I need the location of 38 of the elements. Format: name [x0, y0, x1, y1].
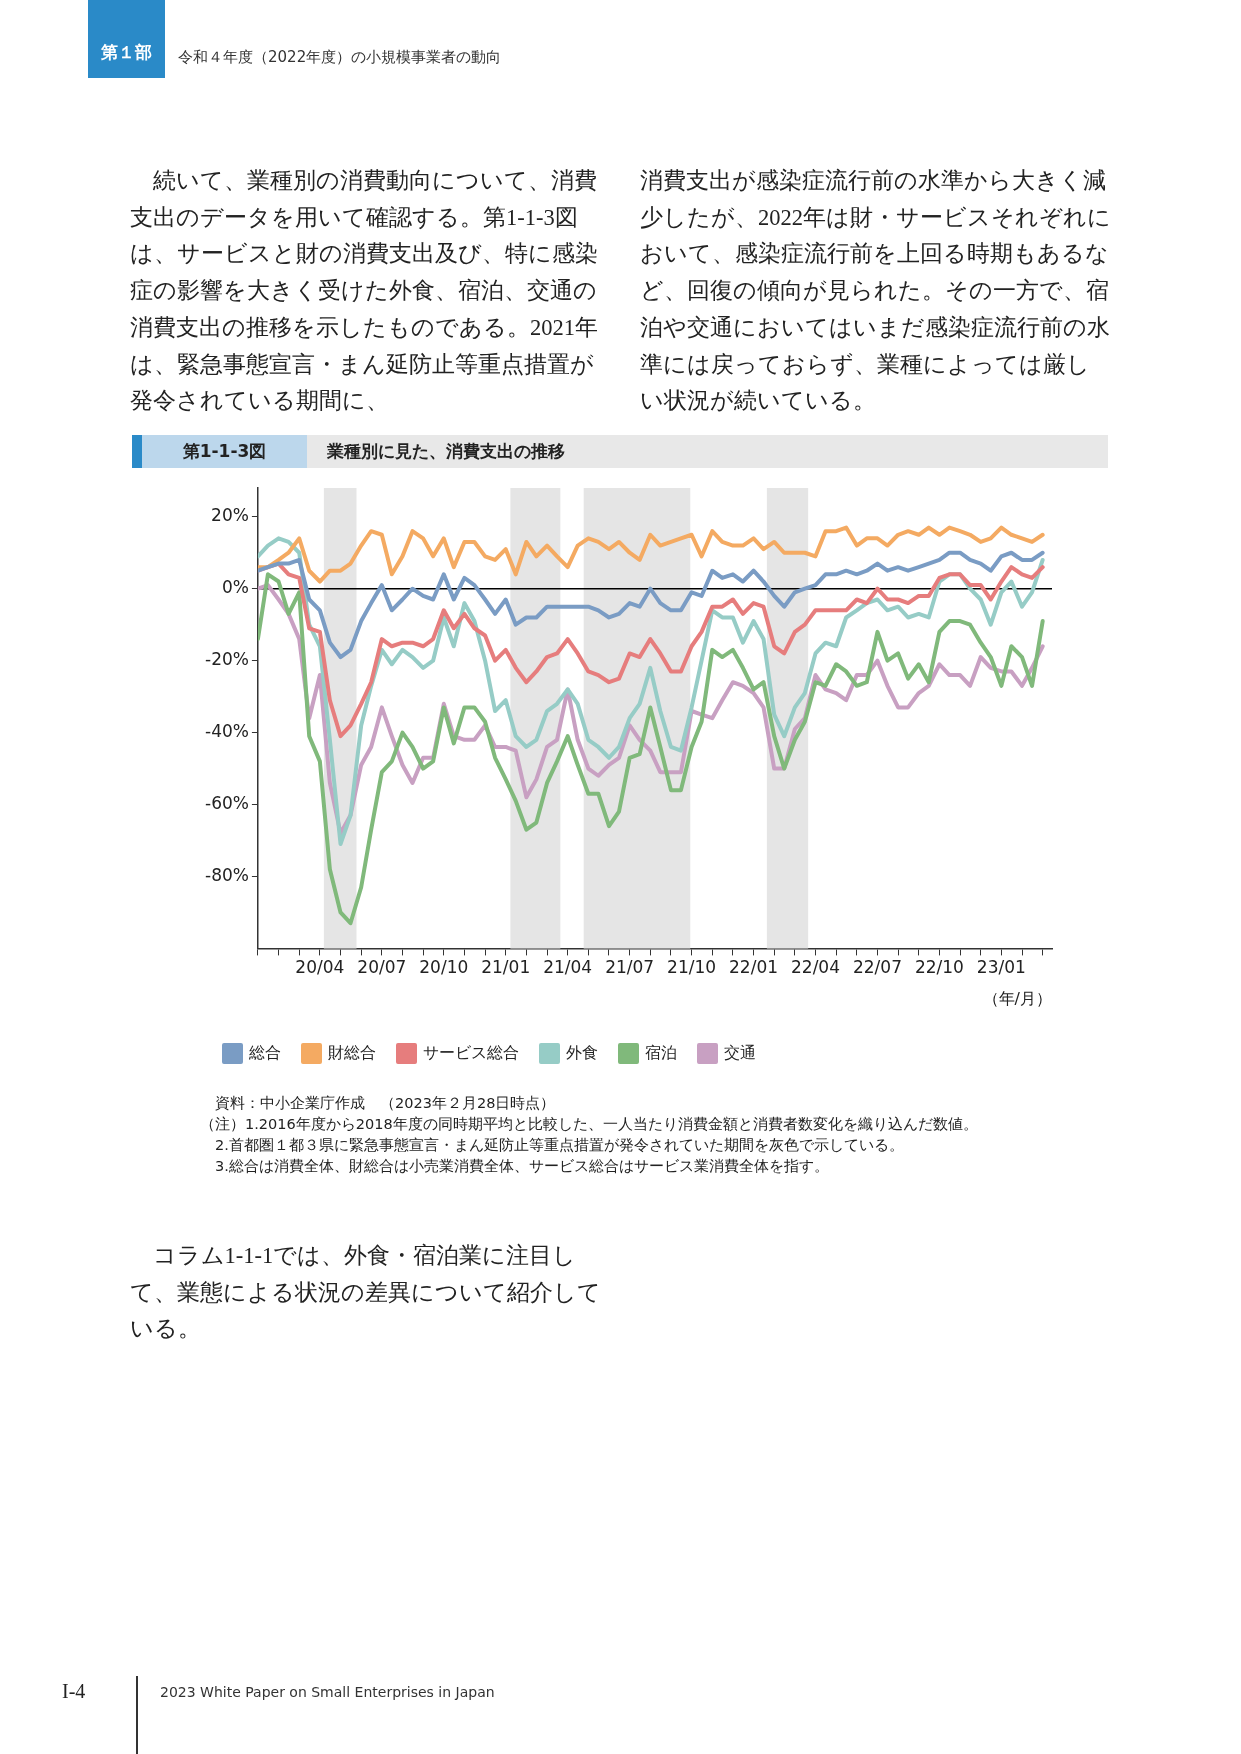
- text: 3.総合は消費全体、財総合は小売業消費全体、サービス総合はサービス業消費全体を指す。: [215, 1157, 829, 1176]
- x-tick-label: 23/01: [976, 957, 1026, 978]
- x-tick-label: 20/04: [295, 957, 345, 978]
- y-tick-label: -60%: [205, 792, 249, 813]
- text: （注）1.2016年度から2018年度の同時期平均と比較した、一人当たり消費金額と消費者数変化を織り込んだ数値。: [200, 1115, 978, 1134]
- text: 2023 White Paper on Small Enterprises in Japan: [160, 1684, 495, 1700]
- x-tick-label: 21/07: [605, 957, 655, 978]
- legend-label: 交通: [724, 1042, 756, 1062]
- x-tick-label: 20/10: [419, 957, 469, 978]
- x-tick-label: 22/10: [914, 957, 964, 978]
- x-tick-label: 22/07: [852, 957, 902, 978]
- legend-label: 総合: [248, 1042, 281, 1062]
- x-tick-label: 21/10: [667, 957, 717, 978]
- y-tick-label: 0%: [221, 577, 249, 598]
- text: コラム1-1-1では、外食・宿泊業に注目して、業態による状況の差異について紹介している。: [130, 1242, 602, 1344]
- legend-label: 外食: [566, 1042, 598, 1062]
- legend-label: 宿泊: [645, 1042, 677, 1062]
- y-tick-label: -20%: [205, 649, 249, 670]
- y-tick-label: -40%: [205, 721, 249, 742]
- chart-title: 業種別に見た、消費支出の推移: [327, 440, 565, 463]
- x-axis-title: （年/月）: [982, 988, 1052, 1008]
- x-tick-label: 20/07: [357, 957, 407, 978]
- text: 第１部: [88, 0, 165, 78]
- chart-subtitle: 第1-1-3図: [142, 435, 307, 468]
- text: 消費支出が感染症流行前の水準から大きく減少したが、2022年は財・サービスそれぞれにおいて、感染症流行前を上回る時期もあるなど、回復の傾向が見られた。その一方で、宿泊や交通においてはいまだ感染症流行前の水準には戻っておらず、業種によっては厳しい状況が続いている。: [640, 167, 1112, 416]
- x-tick-label: 21/01: [481, 957, 531, 978]
- text: 続いて、業種別の消費動向について、消費支出のデータを用いて確認する。第1-1-3図は、サービスと財の消費支出及び、特に感染症の影響を大きく受けた外食、宿泊、交通の消費支出の推移を示したものである。2021年は、緊急事態宣言・まん延防止等重点措置が発令されている期間に、: [130, 167, 599, 416]
- text: 資料：中小企業庁作成 （2023年２月28日時点）: [215, 1094, 556, 1113]
- text: 令和４年度（2022年度）の小規模事業者の動向: [178, 48, 502, 67]
- x-tick-label: 22/04: [791, 957, 841, 978]
- y-tick-label: 20%: [211, 505, 249, 526]
- text: 2.首都圏１都３県に緊急事態宣言・まん延防止等重点措置が発令されていた期間を灰色で示している。: [215, 1136, 904, 1155]
- x-tick-label: 21/04: [543, 957, 593, 978]
- legend-label: 財総合: [328, 1042, 376, 1062]
- legend-label: サービス総合: [423, 1042, 519, 1062]
- text: I-4: [62, 1680, 86, 1703]
- y-tick-label: -80%: [205, 864, 249, 885]
- x-tick-label: 22/01: [729, 957, 779, 978]
